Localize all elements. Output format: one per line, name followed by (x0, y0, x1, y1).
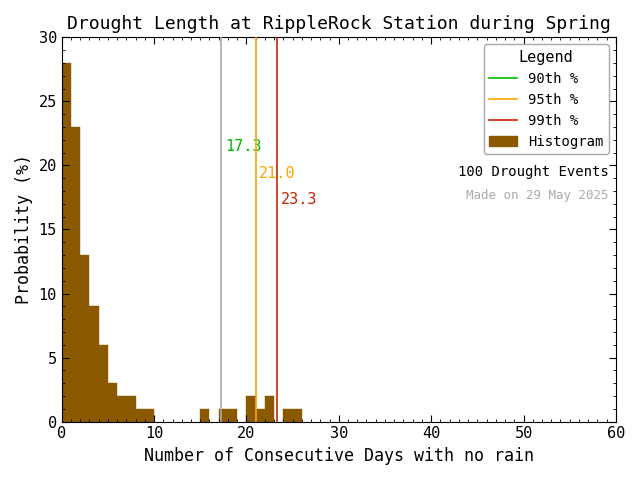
X-axis label: Number of Consecutive Days with no rain: Number of Consecutive Days with no rain (144, 447, 534, 465)
Bar (90, 306, 99, 421)
Text: 17.3: 17.3 (225, 139, 262, 154)
Text: 100 Drought Events: 100 Drought Events (458, 165, 609, 179)
Bar (108, 383, 117, 421)
Bar (126, 396, 136, 421)
Bar (219, 409, 228, 421)
Bar (228, 409, 237, 421)
Bar (265, 396, 274, 421)
Text: 23.3: 23.3 (280, 192, 317, 207)
Text: Made on 29 May 2025: Made on 29 May 2025 (467, 189, 609, 202)
Bar (145, 409, 154, 421)
Title: Drought Length at RippleRock Station during Spring: Drought Length at RippleRock Station dur… (67, 15, 611, 33)
Bar (292, 409, 302, 421)
Bar (284, 409, 292, 421)
Bar (80, 255, 90, 421)
Bar (136, 409, 145, 421)
Bar (246, 396, 255, 421)
Bar (255, 409, 265, 421)
Bar (61, 63, 71, 421)
Legend: 90th %, 95th %, 99th %, Histogram: 90th %, 95th %, 99th %, Histogram (484, 44, 609, 154)
Text: 21.0: 21.0 (259, 166, 296, 180)
Bar (99, 345, 108, 421)
Bar (117, 396, 126, 421)
Bar (200, 409, 209, 421)
Y-axis label: Probability (%): Probability (%) (15, 155, 33, 304)
Bar (71, 127, 80, 421)
